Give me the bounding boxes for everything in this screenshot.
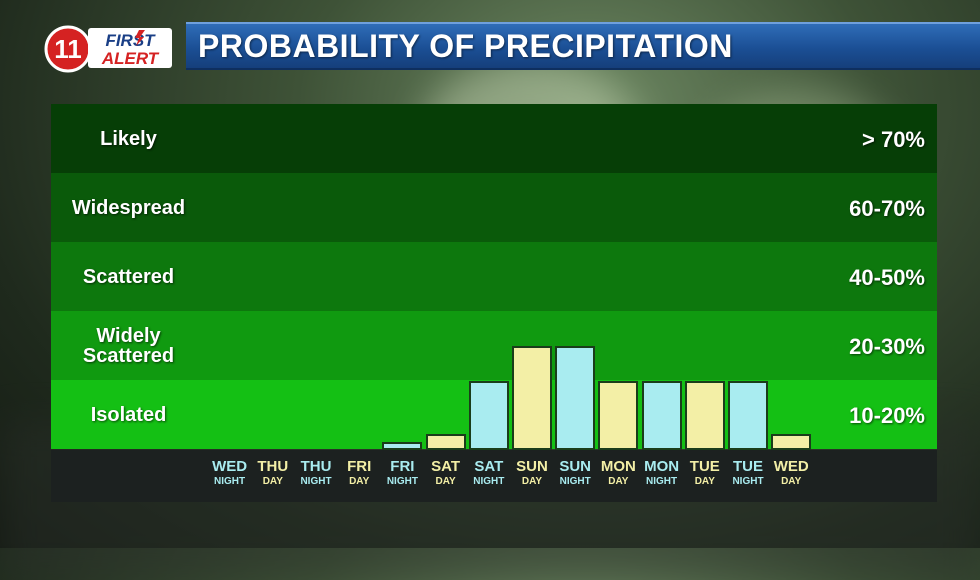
x-tick-period: DAY (349, 476, 370, 487)
x-tick-period: DAY (694, 476, 715, 487)
x-tick-period: DAY (781, 476, 802, 487)
x-tick-label: WED DAY (769, 458, 813, 489)
bar-tue-night (728, 381, 768, 450)
band-range-label: 10-20% (849, 402, 925, 428)
x-tick-label: WED NIGHT (208, 458, 252, 489)
x-tick-period: NIGHT (386, 476, 418, 487)
band-widely-scattered: Widely Scattered 20-30% (51, 311, 937, 380)
svg-text:ALERT: ALERT (101, 49, 160, 68)
band-range-label: 60-70% (849, 195, 925, 221)
x-tick-label: FRI NIGHT (380, 458, 424, 489)
band-scattered: Scattered 40-50% (51, 242, 937, 311)
x-tick-day: WED (773, 458, 809, 475)
x-tick-period: DAY (262, 476, 283, 487)
x-tick-label: SUN DAY (510, 458, 554, 489)
x-tick-label: SAT NIGHT (467, 458, 511, 489)
x-axis-strip (51, 450, 937, 502)
bar-tue-day (684, 381, 725, 450)
band-range-label: 20-30% (849, 333, 925, 359)
first-alert-logo: 11 FIRST ALERT (44, 25, 172, 73)
x-tick-day: MON (600, 458, 636, 475)
x-tick-period: NIGHT (473, 476, 505, 487)
x-tick-day: MON (644, 458, 680, 475)
x-tick-day: FRI (347, 458, 372, 475)
x-tick-period: NIGHT (214, 476, 246, 487)
x-tick-day: SUN (559, 458, 592, 475)
x-tick-label: THU DAY (251, 458, 295, 489)
band-range-label: > 70% (862, 126, 925, 152)
x-tick-day: SAT (431, 458, 461, 475)
x-tick-label: MON NIGHT (640, 458, 684, 489)
band-label: Widespread (71, 196, 186, 219)
bar-fri-night (382, 442, 423, 450)
bar-sun-day (512, 346, 552, 450)
x-tick-day: THU (257, 458, 289, 475)
x-tick-day: THU (300, 458, 332, 475)
band-label: Likely (100, 127, 157, 150)
x-tick-label: TUE NIGHT (726, 458, 770, 489)
x-tick-day: FRI (390, 458, 415, 475)
x-tick-period: DAY (521, 476, 543, 487)
band-likely: Likely > 70% (51, 104, 937, 173)
svg-text:11: 11 (54, 34, 82, 64)
x-tick-period: DAY (608, 476, 629, 487)
x-tick-period: NIGHT (732, 476, 764, 487)
x-tick-period: NIGHT (300, 476, 332, 487)
x-tick-day: SUN (516, 458, 548, 475)
svg-text:FIRST: FIRST (105, 31, 156, 50)
band-widespread: Widespread 60-70% (51, 173, 937, 242)
bar-mon-night (641, 381, 682, 450)
x-tick-label: SUN NIGHT (553, 458, 597, 489)
x-tick-period: NIGHT (559, 476, 591, 487)
band-label: Widely Scattered (82, 324, 175, 367)
x-tick-label: MON DAY (596, 458, 640, 489)
x-tick-label: FRI DAY (337, 458, 381, 489)
x-tick-period: NIGHT (646, 476, 678, 487)
band-label: Isolated (90, 403, 167, 426)
band-range-label: 40-50% (849, 264, 925, 290)
bar-sun-night (555, 346, 596, 450)
x-tick-day: TUE (689, 458, 720, 475)
bar-sat-night (468, 381, 509, 450)
x-tick-day: TUE (733, 458, 763, 475)
x-tick-label: TUE DAY (683, 458, 727, 489)
page-title: PROBABILITY OF PRECIPITATION (198, 28, 733, 64)
title-bar: PROBABILITY OF PRECIPITATION (186, 22, 980, 70)
bar-wed-day (771, 434, 812, 450)
x-tick-day: WED (212, 458, 248, 475)
bar-mon-day (598, 381, 639, 450)
band-label: Scattered (82, 265, 175, 288)
x-tick-label: SAT DAY (424, 458, 468, 489)
precip-chart: Likely > 70% Widespread 60-70% Scattered 40-5… (51, 104, 937, 502)
x-tick-label: THU NIGHT (294, 458, 338, 489)
bar-sat-day (425, 434, 466, 450)
x-tick-day: SAT (474, 458, 504, 475)
x-tick-period: DAY (435, 476, 456, 487)
